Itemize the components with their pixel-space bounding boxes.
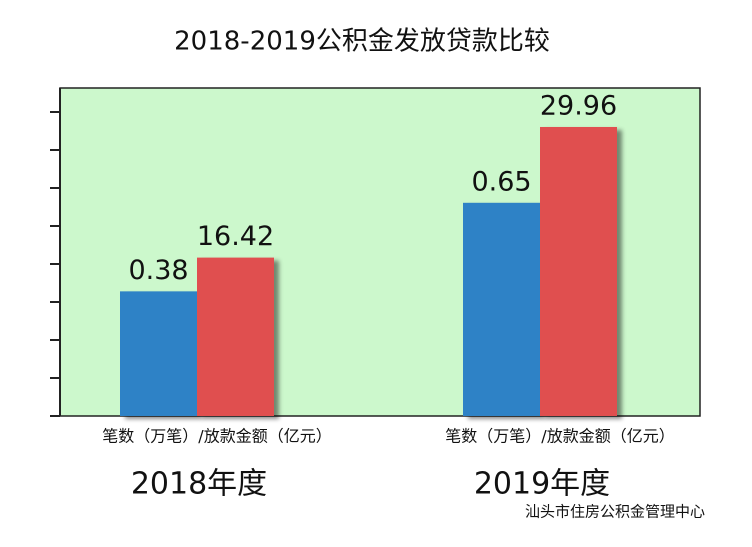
value-label: 0.38 — [128, 255, 188, 286]
x-tick-label: 2019年度 — [474, 467, 610, 502]
axis-ticks — [50, 88, 61, 417]
value-label: 16.42 — [197, 221, 274, 252]
value-label: 29.96 — [540, 90, 617, 121]
bar — [120, 291, 197, 416]
bar — [463, 202, 540, 416]
value-label: 0.65 — [471, 166, 531, 197]
watermark: 汕头市住房公积金管理中心 — [525, 503, 705, 521]
chart-title: 2018-2019公积金发放贷款比较 — [174, 27, 550, 57]
x-tick-label: 2018年度 — [131, 467, 267, 502]
x-axis-label: 笔数（万笔）/放款金额（亿元） — [102, 427, 331, 446]
bar — [197, 257, 274, 416]
bar — [540, 126, 617, 416]
x-axis-label: 笔数（万笔）/放款金额（亿元） — [445, 427, 674, 446]
